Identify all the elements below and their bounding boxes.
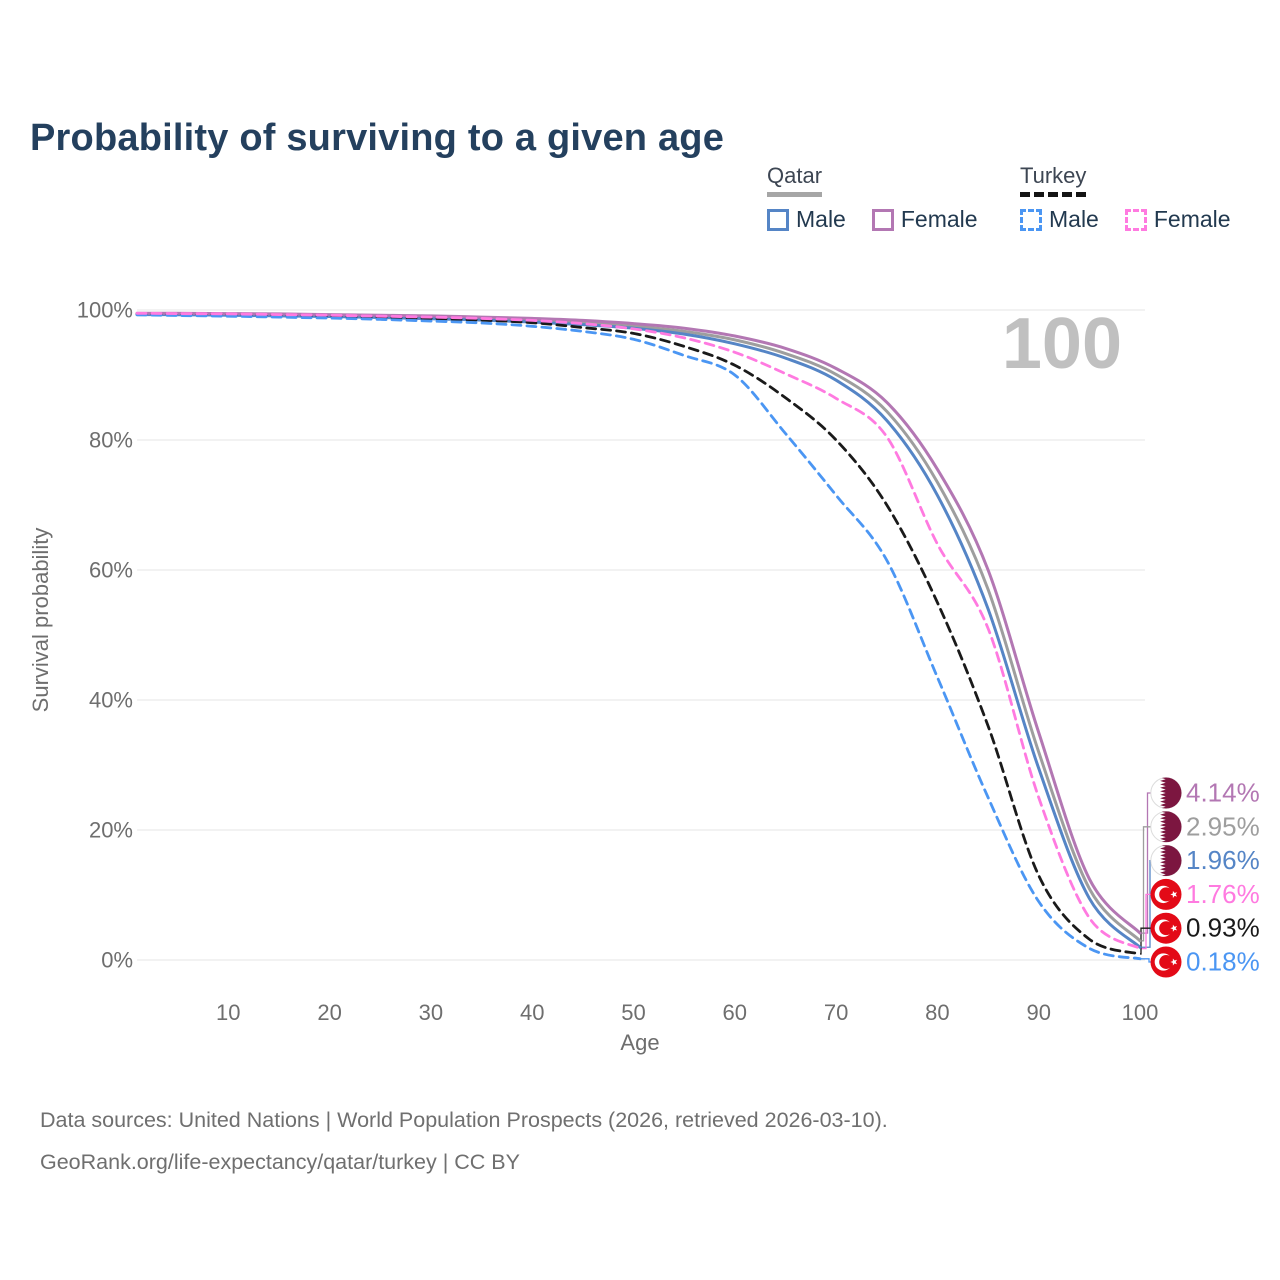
qatar-flag-icon — [1150, 811, 1182, 843]
end-label-leader — [1140, 826, 1152, 942]
legend-group-qatar: Qatar Male Female — [767, 163, 978, 233]
end-label-value: 2.95% — [1186, 811, 1260, 841]
age-counter-watermark: 100 — [1002, 304, 1122, 384]
y-tick-label: 80% — [89, 428, 133, 453]
qatar-male-swatch-icon — [767, 208, 789, 231]
curve-turkey-female[interactable] — [135, 311, 1142, 950]
legend-group-turkey: Turkey Male Female — [1020, 163, 1231, 233]
turkey-flag-icon — [1150, 878, 1182, 910]
end-label-row: 2.95% — [1150, 811, 1260, 843]
end-label-row: 1.76% — [1150, 878, 1260, 910]
turkey-flag-icon — [1150, 912, 1182, 944]
y-axis-title: Survival probability — [28, 528, 53, 713]
qatar-female-swatch-icon — [871, 208, 894, 231]
end-label-row: 0.18% — [1150, 946, 1260, 978]
x-tick-label: 60 — [723, 1000, 747, 1025]
x-tick-label: 50 — [621, 1000, 645, 1025]
end-label-row: 1.96% — [1150, 844, 1260, 877]
curve-turkey-male[interactable] — [135, 313, 1142, 961]
turkey-flag-icon — [1150, 946, 1182, 978]
qatar-flag-icon — [1150, 777, 1182, 809]
x-tick-label: 80 — [925, 1000, 949, 1025]
curve-qatar-female[interactable] — [135, 311, 1142, 935]
y-tick-label: 40% — [89, 688, 133, 713]
data-sources-note: Data sources: United Nations | World Pop… — [40, 1108, 888, 1132]
x-tick-label: 40 — [520, 1000, 544, 1025]
legend-item-qatar-female[interactable]: Female — [871, 206, 978, 233]
end-label-value: 0.93% — [1186, 913, 1260, 943]
turkey-male-swatch-icon — [1020, 208, 1042, 231]
end-label-row: 0.93% — [1150, 912, 1260, 944]
attribution-note: GeoRank.org/life-expectancy/qatar/turkey… — [40, 1150, 520, 1174]
end-label-leader — [1140, 893, 1152, 950]
end-label-value: 4.14% — [1186, 778, 1260, 808]
x-tick-label: 90 — [1026, 1000, 1050, 1025]
end-label-row: 4.14% — [1150, 777, 1260, 809]
y-tick-label: 100% — [77, 298, 133, 323]
end-label-value: 0.18% — [1186, 947, 1260, 977]
end-label-value: 1.76% — [1186, 879, 1260, 909]
y-tick-label: 0% — [101, 948, 133, 973]
y-tick-label: 20% — [89, 818, 133, 843]
page-title: Probability of surviving to a given age — [30, 117, 725, 160]
legend-item-qatar-male[interactable]: Male — [767, 206, 846, 233]
legend-country-turkey: Turkey — [1020, 163, 1087, 197]
x-tick-label: 100 — [1122, 1000, 1159, 1025]
x-tick-label: 30 — [419, 1000, 443, 1025]
end-label-value: 1.96% — [1186, 845, 1260, 875]
legend-item-turkey-female[interactable]: Female — [1124, 206, 1231, 233]
x-tick-label: 10 — [216, 1000, 240, 1025]
turkey-female-swatch-icon — [1124, 208, 1147, 231]
legend-item-turkey-male[interactable]: Male — [1020, 206, 1099, 233]
qatar-flag-icon — [1150, 844, 1182, 877]
curve-qatar-both[interactable] — [135, 312, 1142, 943]
y-tick-label: 60% — [89, 558, 133, 583]
legend: Qatar Male Female Turkey Male Female — [0, 163, 1280, 243]
x-tick-label: 20 — [317, 1000, 341, 1025]
legend-country-qatar: Qatar — [767, 163, 823, 197]
x-tick-label: 70 — [824, 1000, 848, 1025]
x-axis-title: Age — [620, 1030, 659, 1055]
